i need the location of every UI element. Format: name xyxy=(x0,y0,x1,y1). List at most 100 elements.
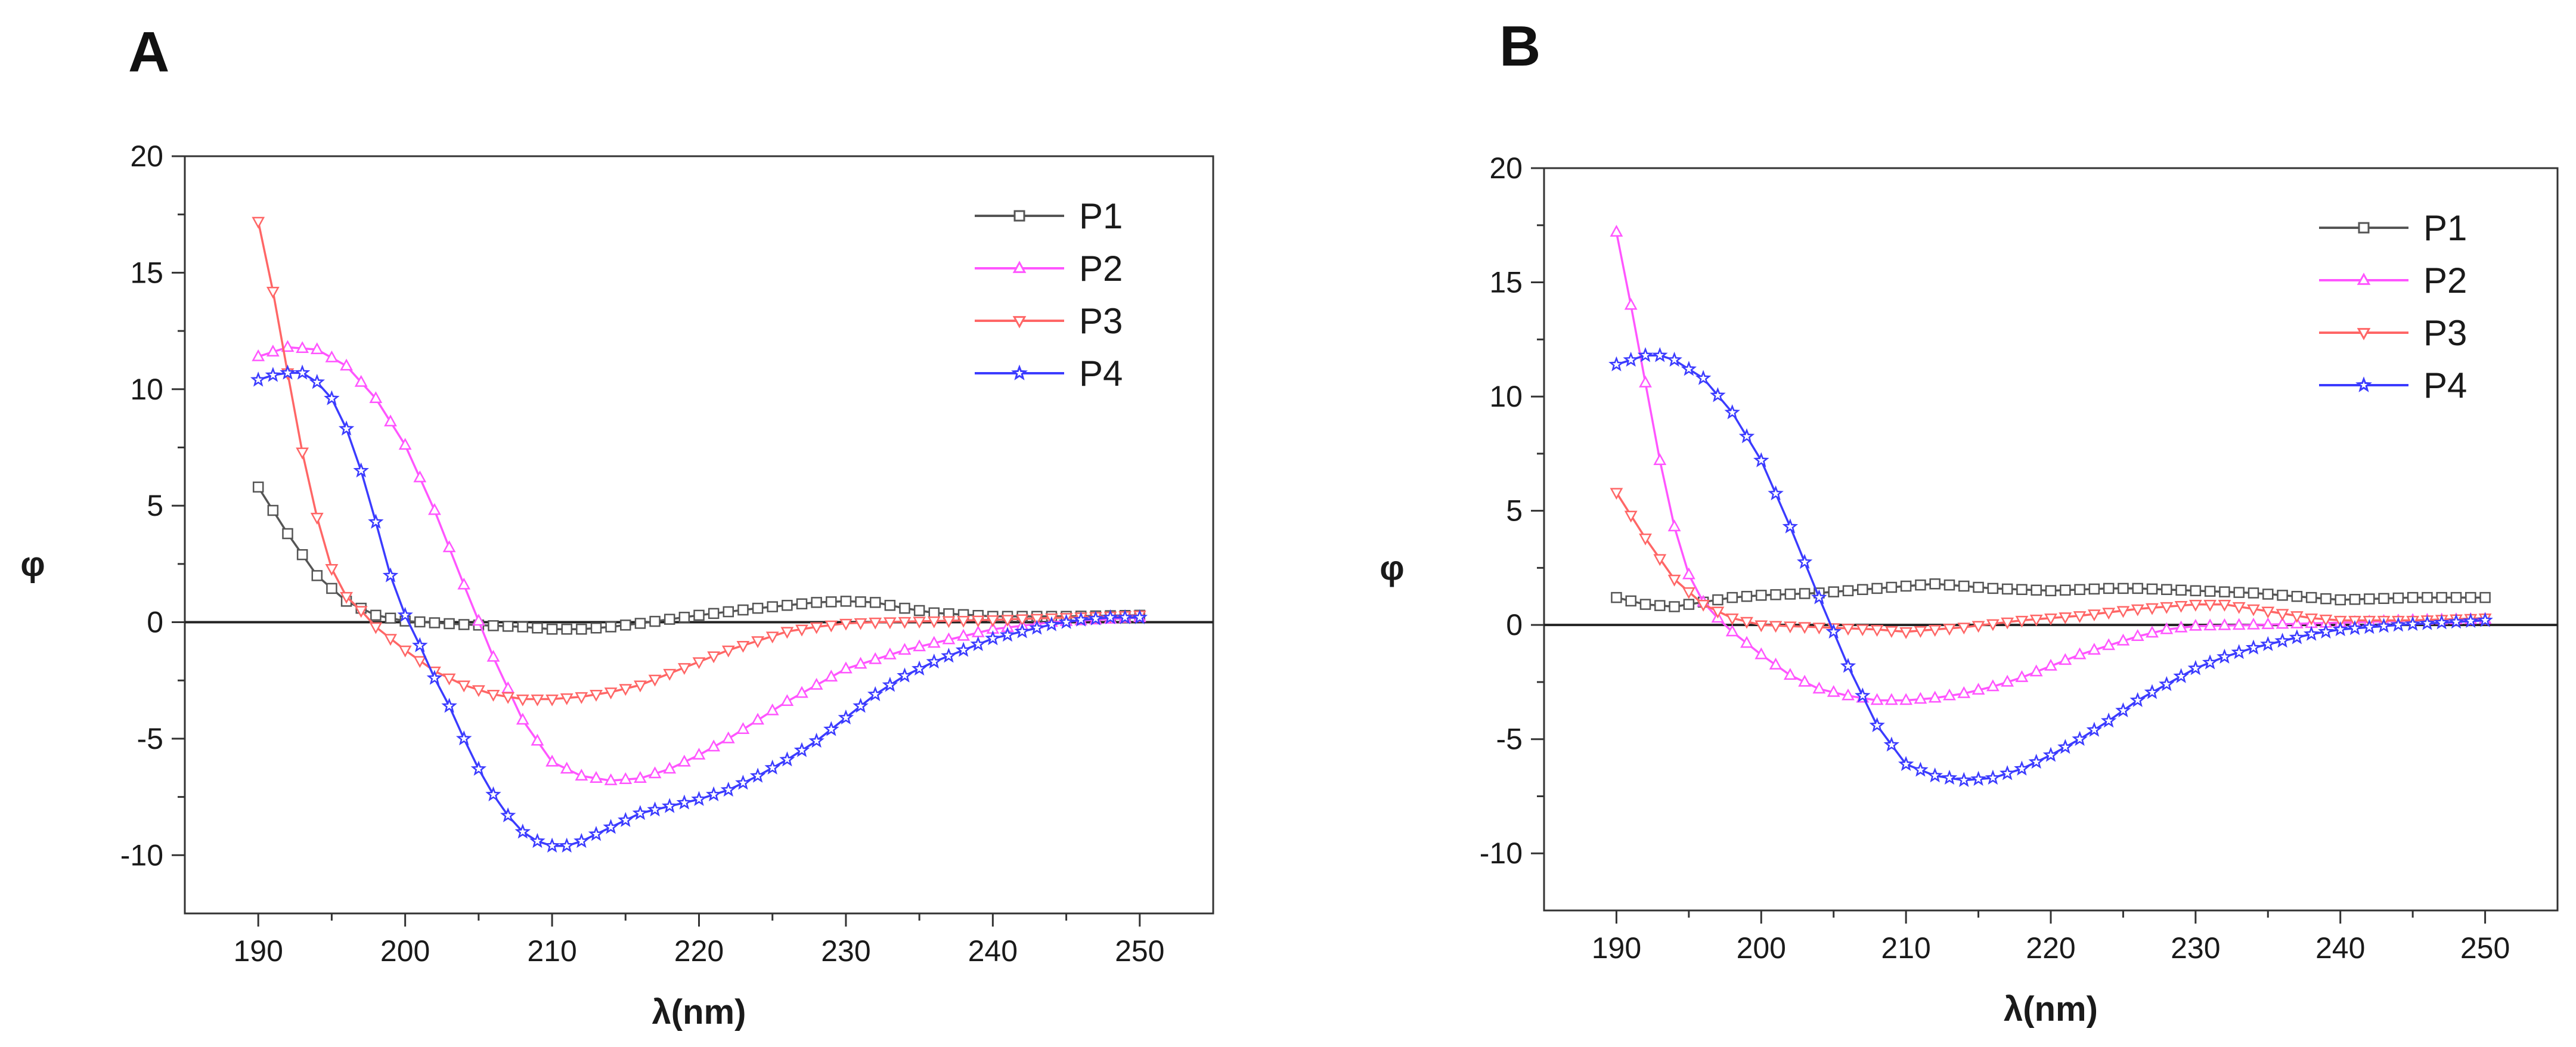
data-point xyxy=(369,391,383,404)
data-point xyxy=(266,286,280,299)
data-point xyxy=(1899,693,1913,705)
data-point xyxy=(2262,588,2274,600)
data-point xyxy=(605,621,616,633)
data-point xyxy=(883,648,897,659)
data-point xyxy=(310,513,324,525)
data-point xyxy=(2044,658,2057,671)
data-point xyxy=(1812,622,1826,635)
data-point xyxy=(2131,604,2144,617)
data-point xyxy=(2361,619,2377,634)
data-point xyxy=(428,503,441,515)
data-point xyxy=(590,771,603,783)
data-point xyxy=(1870,625,1884,637)
data-point xyxy=(2160,602,2174,614)
data-point xyxy=(1740,636,1753,648)
data-point xyxy=(544,837,560,853)
data-point xyxy=(1087,610,1104,625)
y-tick-label: 0 xyxy=(147,606,163,639)
data-point xyxy=(1971,683,1985,695)
data-point xyxy=(575,692,588,704)
data-point xyxy=(470,760,487,776)
x-tick-label: 210 xyxy=(1881,931,1930,965)
data-point xyxy=(839,618,853,631)
y-tick-label: 20 xyxy=(1489,151,1523,185)
data-point xyxy=(2245,639,2262,655)
legend-marker xyxy=(2357,328,2371,340)
data-point xyxy=(619,684,633,696)
data-point xyxy=(532,622,543,634)
data-point xyxy=(1928,690,1942,703)
data-point xyxy=(472,685,485,698)
data-point xyxy=(663,761,677,774)
data-point xyxy=(385,612,396,624)
data-point xyxy=(2276,609,2289,621)
data-point xyxy=(2045,585,2057,596)
data-point xyxy=(2219,586,2230,597)
series-p4 xyxy=(250,364,1148,853)
data-point xyxy=(780,694,794,707)
data-point xyxy=(2465,591,2476,603)
data-point xyxy=(2419,615,2435,630)
x-tick-label: 240 xyxy=(2315,931,2365,965)
data-point xyxy=(1796,553,1813,569)
data-point xyxy=(266,345,280,357)
data-point xyxy=(765,631,779,644)
data-point xyxy=(2161,584,2172,596)
data-point xyxy=(2422,591,2433,603)
data-point xyxy=(796,598,808,610)
data-point xyxy=(2248,587,2259,599)
data-point xyxy=(1014,623,1030,639)
data-point xyxy=(294,364,311,380)
data-point xyxy=(252,349,265,361)
data-point xyxy=(2116,633,2130,646)
data-point xyxy=(1001,615,1014,627)
panel-b: B 190 200 210 220 230 240 250 -10 -5 0 5 10 15 20 λ(nm)… xyxy=(1380,14,2559,1029)
data-point xyxy=(823,721,839,736)
y-tick-label: 5 xyxy=(1506,494,1523,528)
data-point xyxy=(384,634,397,646)
data-point xyxy=(1943,624,1956,636)
x-tick-label: 230 xyxy=(821,934,870,968)
data-point xyxy=(1102,609,1118,624)
data-point xyxy=(2261,606,2275,619)
data-point xyxy=(501,692,515,704)
x-tick-label: 230 xyxy=(2171,931,2220,965)
data-point xyxy=(707,651,721,664)
y-tick-label: 15 xyxy=(130,256,163,289)
data-point xyxy=(2260,636,2276,651)
data-point xyxy=(1132,609,1148,624)
data-point xyxy=(884,599,896,611)
x-tick-label: 200 xyxy=(1737,931,1786,965)
data-point xyxy=(368,513,384,529)
data-point xyxy=(691,791,707,806)
data-point xyxy=(2015,615,2029,628)
data-point xyxy=(634,771,647,783)
data-point xyxy=(2129,692,2146,707)
legend-marker xyxy=(2358,222,2370,234)
data-point xyxy=(986,615,1000,627)
data-point xyxy=(618,811,634,827)
data-point xyxy=(941,648,957,663)
data-point xyxy=(2378,593,2389,604)
data-point xyxy=(1912,761,1929,777)
data-point xyxy=(1869,717,1885,732)
data-point xyxy=(1610,488,1623,500)
data-point xyxy=(1855,687,1871,703)
data-point xyxy=(751,713,764,725)
legend-label: P3 xyxy=(1079,301,1123,341)
data-point xyxy=(705,786,722,801)
legend-marker xyxy=(2355,376,2372,392)
data-point xyxy=(252,481,264,493)
data-point xyxy=(397,606,413,622)
legend-label: P3 xyxy=(2423,313,2467,353)
data-point xyxy=(808,732,824,748)
data-point xyxy=(1957,686,1971,698)
legend-label: P4 xyxy=(1079,354,1123,394)
data-point xyxy=(2187,659,2204,676)
data-point xyxy=(545,754,559,767)
data-point xyxy=(1828,586,1839,597)
data-point xyxy=(2146,603,2159,615)
data-point xyxy=(1971,621,1985,633)
data-point xyxy=(1710,387,1726,402)
data-point xyxy=(2448,614,2465,629)
